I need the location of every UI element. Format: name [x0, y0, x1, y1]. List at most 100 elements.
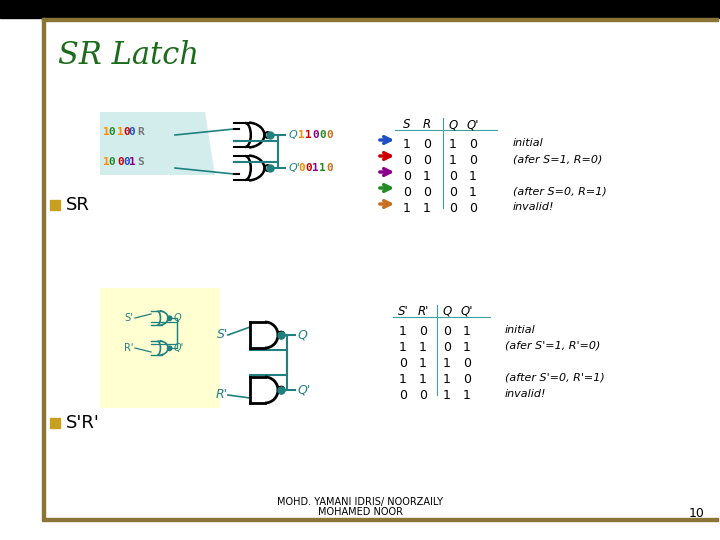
Text: (afer S'=1, R'=0): (afer S'=1, R'=0) [505, 341, 600, 351]
Text: (after S'=0, R'=1): (after S'=0, R'=1) [505, 373, 605, 383]
Text: 1: 1 [312, 163, 319, 173]
Text: S: S [403, 118, 410, 131]
Text: Q: Q [289, 130, 297, 140]
Text: 1: 1 [103, 127, 109, 137]
Text: 1: 1 [449, 154, 457, 167]
Text: 1: 1 [463, 325, 471, 338]
Text: 0: 0 [449, 202, 457, 215]
Text: Q': Q' [289, 163, 300, 173]
Text: 0: 0 [403, 170, 411, 183]
Text: 1: 1 [399, 325, 407, 338]
Text: 1: 1 [419, 357, 427, 370]
Text: 0: 0 [326, 163, 333, 173]
Text: 0: 0 [399, 389, 407, 402]
Text: initial: initial [505, 325, 536, 335]
Text: Q: Q [449, 118, 458, 131]
Text: 0: 0 [123, 157, 130, 167]
Text: S': S' [217, 328, 228, 341]
Text: 0: 0 [423, 138, 431, 151]
Text: (after S=0, R=1): (after S=0, R=1) [513, 186, 607, 196]
Text: 0: 0 [326, 130, 333, 140]
Text: 1: 1 [443, 389, 451, 402]
Text: 1: 1 [469, 170, 477, 183]
Text: 0: 0 [320, 130, 326, 140]
Text: 1: 1 [129, 157, 135, 167]
Text: S': S' [397, 305, 408, 318]
Text: 1: 1 [403, 138, 411, 151]
Text: 1: 1 [399, 373, 407, 386]
Text: 0: 0 [449, 186, 457, 199]
Text: Q': Q' [297, 383, 310, 396]
Text: 0: 0 [109, 127, 115, 137]
Text: 0: 0 [299, 163, 305, 173]
Bar [42, 18, 45, 518]
Text: 0: 0 [423, 186, 431, 199]
Text: 0: 0 [449, 170, 457, 183]
Text: 1: 1 [443, 357, 451, 370]
Text: 1: 1 [305, 130, 312, 140]
Text: 0: 0 [129, 127, 135, 137]
Text: invalid!: invalid! [505, 389, 546, 399]
Bar [50, 418, 60, 428]
Text: S'R': S'R' [66, 414, 100, 432]
Bar [100, 288, 220, 408]
Text: 0: 0 [469, 202, 477, 215]
Bar [42, 518, 718, 521]
Text: 0: 0 [419, 325, 427, 338]
Text: 0: 0 [443, 341, 451, 354]
Text: initial: initial [513, 138, 544, 148]
Text: R': R' [418, 305, 428, 318]
Text: invalid!: invalid! [513, 202, 554, 212]
Text: 0: 0 [399, 357, 407, 370]
Text: 1: 1 [117, 127, 124, 137]
Text: 0: 0 [109, 157, 115, 167]
Text: 1: 1 [419, 341, 427, 354]
Text: MOHD. YAMANI IDRIS/ NOORZAILY: MOHD. YAMANI IDRIS/ NOORZAILY [277, 497, 443, 507]
Text: SR Latch: SR Latch [58, 39, 199, 71]
Text: 1: 1 [419, 373, 427, 386]
Text: R: R [138, 127, 144, 137]
Text: 0: 0 [305, 163, 312, 173]
Bar [50, 200, 60, 210]
Bar [42, 18, 718, 21]
Text: 0: 0 [469, 154, 477, 167]
Text: 0: 0 [463, 357, 471, 370]
Text: Q: Q [297, 328, 307, 341]
Text: 0: 0 [123, 127, 130, 137]
Text: 1: 1 [463, 389, 471, 402]
Text: 10: 10 [689, 507, 705, 520]
Text: 0: 0 [312, 130, 319, 140]
Text: 0: 0 [423, 154, 431, 167]
Text: SR: SR [66, 196, 90, 214]
Text: (afer S=1, R=0): (afer S=1, R=0) [513, 154, 603, 164]
Text: 1: 1 [103, 157, 109, 167]
Text: 1: 1 [449, 138, 457, 151]
Text: 1: 1 [469, 186, 477, 199]
Text: Q: Q [174, 313, 181, 323]
Text: Q': Q' [174, 343, 184, 353]
Bar [0, 0, 720, 18]
Text: 0: 0 [469, 138, 477, 151]
Text: Q': Q' [467, 118, 480, 131]
Polygon shape [100, 112, 215, 175]
Text: 1: 1 [423, 202, 431, 215]
Text: 1: 1 [320, 163, 326, 173]
Text: Q': Q' [461, 305, 473, 318]
Text: 0: 0 [419, 389, 427, 402]
Text: 0: 0 [403, 154, 411, 167]
Text: S': S' [125, 313, 133, 323]
Text: 1: 1 [463, 341, 471, 354]
Text: 0: 0 [403, 186, 411, 199]
Text: 1: 1 [403, 202, 411, 215]
Text: 1: 1 [299, 130, 305, 140]
Text: 1: 1 [443, 373, 451, 386]
Text: MOHAMED NOOR: MOHAMED NOOR [318, 507, 402, 517]
Text: 0: 0 [463, 373, 471, 386]
Text: 1: 1 [423, 170, 431, 183]
Text: R': R' [216, 388, 228, 402]
Text: 0: 0 [117, 157, 124, 167]
Text: R': R' [124, 343, 133, 353]
Text: R: R [423, 118, 431, 131]
Text: 1: 1 [399, 341, 407, 354]
Text: 0: 0 [443, 325, 451, 338]
